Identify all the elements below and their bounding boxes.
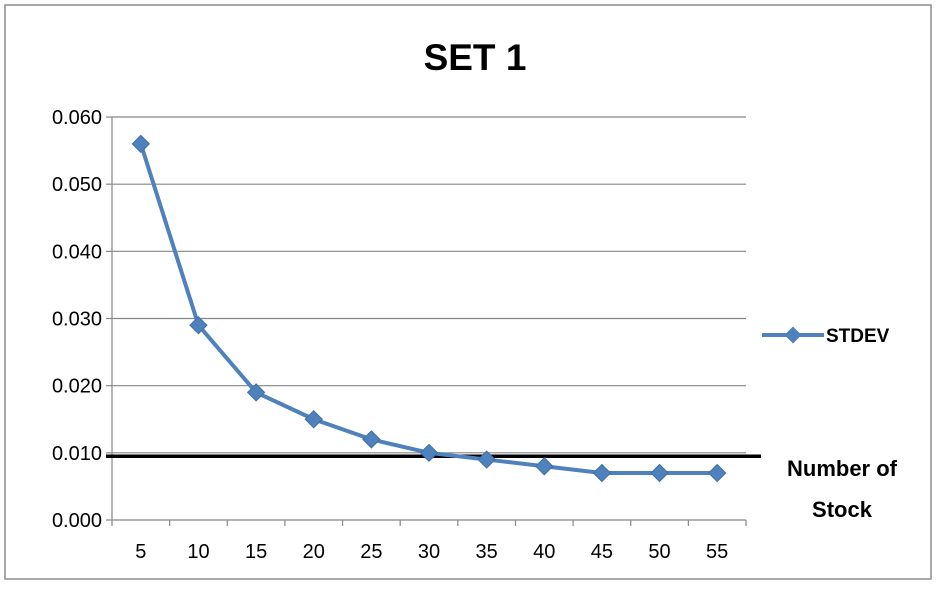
- x-tick-label: 15: [245, 541, 267, 563]
- y-tick-label: 0.040: [52, 241, 102, 263]
- gridlines: [112, 116, 746, 521]
- chart-border: [4, 4, 932, 580]
- x-tick-label: 10: [187, 541, 209, 563]
- data-point: [592, 463, 612, 483]
- annotation-line-2: Stock: [812, 497, 873, 522]
- y-tick-label: 0.020: [52, 376, 102, 398]
- x-tick-label: 45: [591, 541, 613, 563]
- y-tick-label: 0.000: [52, 510, 102, 532]
- x-tick-label: 20: [303, 541, 325, 563]
- data-point: [362, 430, 381, 449]
- data-point: [246, 383, 266, 402]
- data-point: [650, 463, 669, 483]
- chart-title: SET 1: [424, 37, 527, 78]
- data-point: [707, 463, 727, 483]
- x-tick-label: 5: [135, 541, 146, 563]
- x-tick-label: 35: [476, 541, 498, 563]
- legend-marker: [784, 326, 802, 344]
- axes: 0.000 0.010 0.020 0.030 0.040 0.050 0.060 5 10 15…: [52, 107, 747, 563]
- y-tick-label: 0.010: [52, 443, 102, 465]
- annotation-line-1: Number of: [787, 456, 898, 481]
- x-tick-label: 40: [533, 541, 555, 563]
- data-point: [535, 457, 554, 476]
- x-tick-label: 55: [706, 541, 728, 563]
- data-point: [304, 410, 323, 429]
- data-point: [477, 450, 496, 469]
- legend: STDEV: [762, 326, 890, 347]
- data-point: [131, 134, 151, 154]
- series-layer: [131, 134, 727, 483]
- x-tick-label: 30: [418, 541, 440, 563]
- y-tick-label: 0.050: [52, 174, 102, 196]
- x-tick-label: 50: [648, 541, 670, 563]
- data-point: [189, 316, 208, 335]
- y-tick-label: 0.030: [52, 309, 102, 331]
- y-tick-label: 0.060: [52, 107, 102, 129]
- data-point: [419, 443, 439, 463]
- x-tick-label: 25: [360, 541, 382, 563]
- legend-label: STDEV: [826, 326, 890, 347]
